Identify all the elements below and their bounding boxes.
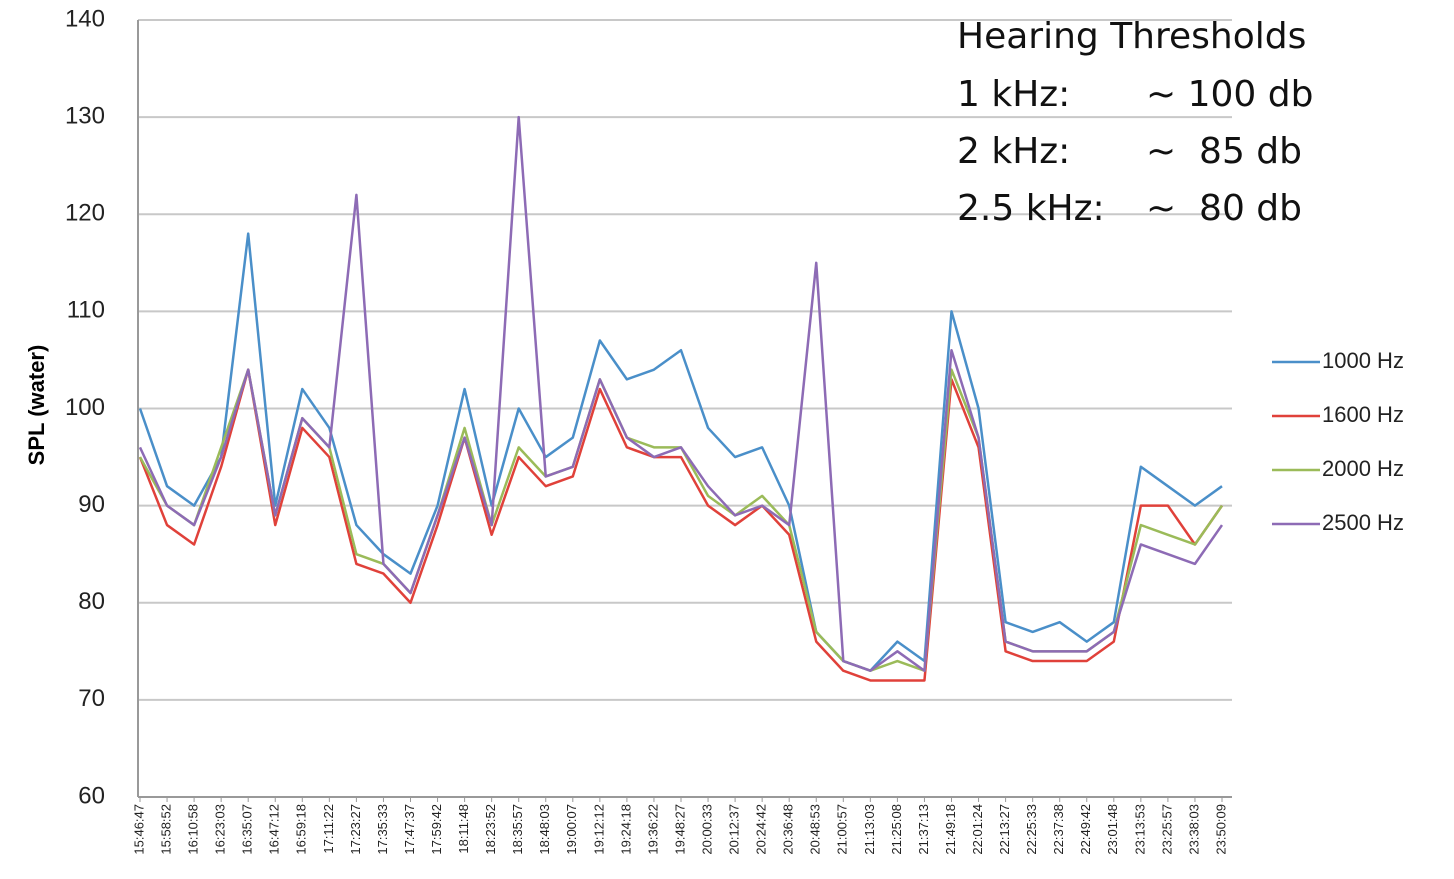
- x-tick-label: 22:37:38: [1051, 804, 1066, 855]
- y-tick-label: 70: [78, 685, 105, 712]
- x-tick-label: 17:35:33: [375, 804, 390, 855]
- series-line: [138, 115, 1224, 672]
- x-tick-label: 22:49:42: [1078, 804, 1093, 855]
- x-tick-label: 22:01:24: [970, 804, 985, 855]
- x-tick-label: 17:59:42: [429, 804, 444, 855]
- x-tick-label: 17:23:27: [348, 804, 363, 855]
- x-tick-label: 20:48:53: [808, 804, 823, 855]
- x-tick-label: 19:48:27: [672, 804, 687, 855]
- x-tick-label: 23:38:03: [1186, 804, 1201, 855]
- x-tick-label: 21:37:13: [916, 804, 931, 855]
- x-tick-label: 19:36:22: [645, 804, 660, 855]
- x-tick-label: 20:00:33: [699, 804, 714, 855]
- annotation-label: 2.5 kHz:: [957, 188, 1105, 229]
- x-tick-label: 16:23:03: [213, 804, 228, 855]
- y-tick-label: 140: [65, 5, 105, 32]
- annotation-label: 1 kHz:: [957, 74, 1070, 115]
- y-tick-label: 60: [78, 782, 105, 809]
- x-tick-label: 19:00:07: [564, 804, 579, 855]
- series-line: [138, 368, 1224, 672]
- legend-label: 2500 Hz: [1322, 510, 1404, 535]
- annotation-text: ~ 80 db: [1146, 188, 1302, 229]
- y-tick-label: 130: [65, 102, 105, 129]
- y-tick-label: 100: [65, 394, 105, 421]
- x-tick-label: 15:46:47: [131, 804, 146, 855]
- x-tick-label: 20:12:37: [727, 804, 742, 855]
- x-tick-label: 18:48:03: [537, 804, 552, 855]
- x-tick-label: 20:24:42: [754, 804, 769, 855]
- x-tick-label: 20:36:48: [781, 804, 796, 855]
- annotation-text: ~ 100 db: [1146, 74, 1313, 115]
- annotation-text: ~ 85 db: [1146, 131, 1302, 172]
- x-tick-label: 21:49:18: [943, 804, 958, 855]
- series-line: [138, 232, 1223, 672]
- x-tick-label: 18:23:52: [483, 804, 498, 855]
- y-axis-label: SPL (water): [24, 345, 49, 466]
- x-tick-label: 16:59:18: [294, 804, 309, 855]
- x-tick-label: 18:35:57: [510, 804, 525, 855]
- x-tick-label: 23:13:53: [1132, 804, 1147, 855]
- legend-label: 1000 Hz: [1322, 348, 1404, 373]
- y-tick-label: 110: [67, 297, 105, 324]
- x-tick-label: 17:11:22: [321, 804, 336, 854]
- x-tick-label: 21:13:03: [862, 804, 877, 855]
- x-tick-label: 17:47:37: [402, 804, 417, 855]
- legend-label: 1600 Hz: [1322, 402, 1404, 427]
- x-tick-label: 21:00:57: [835, 804, 850, 855]
- legend-label: 2000 Hz: [1322, 456, 1404, 481]
- x-tick-label: 19:24:18: [618, 804, 633, 855]
- annotation-label: 2 kHz:: [957, 131, 1070, 172]
- x-tick-label: 23:01:48: [1105, 804, 1120, 855]
- x-tick-label: 15:58:52: [158, 804, 173, 855]
- x-tick-label: 16:10:58: [186, 804, 201, 855]
- series-line: [138, 368, 1224, 682]
- y-tick-label: 90: [78, 491, 105, 518]
- x-tick-label: 23:25:57: [1159, 804, 1174, 855]
- x-tick-label: 16:47:12: [267, 804, 282, 855]
- x-tick-label: 21:25:08: [889, 804, 904, 855]
- y-tick-label: 80: [78, 588, 105, 615]
- x-tick-label: 23:50:09: [1213, 804, 1228, 855]
- x-tick-label: 16:35:07: [240, 804, 255, 855]
- y-tick-label: 120: [65, 200, 105, 227]
- x-tick-label: 22:13:27: [997, 804, 1012, 855]
- x-tick-label: 18:11:48: [456, 804, 471, 854]
- x-tick-label: 22:25:33: [1024, 804, 1039, 855]
- x-tick-label: 19:12:12: [591, 804, 606, 855]
- annotation-title: Hearing Thresholds: [957, 16, 1306, 57]
